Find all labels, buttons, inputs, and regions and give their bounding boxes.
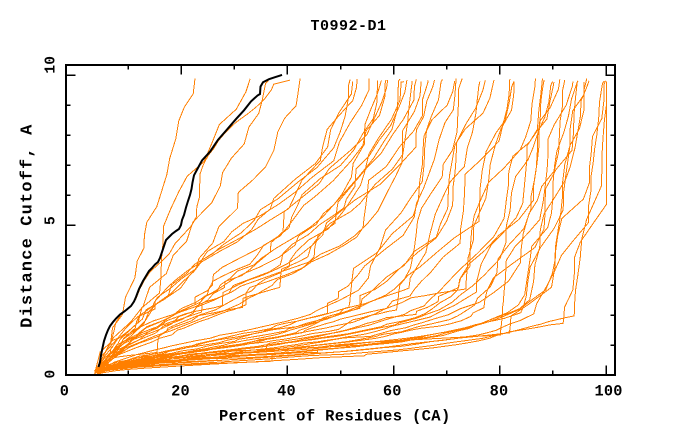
svg-text:0: 0 bbox=[60, 383, 69, 401]
svg-text:80: 80 bbox=[490, 383, 509, 401]
svg-text:Distance Cutoff, A: Distance Cutoff, A bbox=[19, 124, 38, 328]
svg-text:10: 10 bbox=[44, 56, 60, 74]
svg-text:100: 100 bbox=[595, 383, 623, 401]
svg-text:T0992-D1: T0992-D1 bbox=[310, 18, 386, 35]
svg-text:5: 5 bbox=[44, 216, 60, 225]
svg-text:40: 40 bbox=[277, 383, 296, 401]
svg-text:0: 0 bbox=[44, 370, 60, 379]
svg-text:Percent of Residues (CA): Percent of Residues (CA) bbox=[219, 408, 451, 426]
svg-text:20: 20 bbox=[171, 383, 190, 401]
svg-text:60: 60 bbox=[383, 383, 402, 401]
